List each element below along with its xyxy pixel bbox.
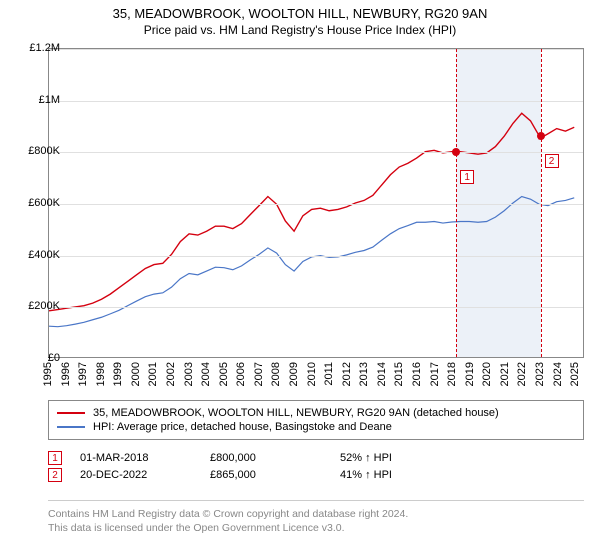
- legend-label: 35, MEADOWBROOK, WOOLTON HILL, NEWBURY, …: [93, 407, 499, 419]
- footnote-line: Contains HM Land Registry data © Crown c…: [48, 507, 584, 521]
- legend-row: HPI: Average price, detached house, Basi…: [57, 421, 575, 433]
- marker-dot: [537, 132, 545, 140]
- x-tick-label: 2021: [499, 362, 511, 386]
- marker-number-box: 1: [460, 170, 474, 184]
- y-tick-label: £0: [20, 352, 60, 364]
- y-tick-label: £800K: [20, 145, 60, 157]
- x-tick-label: 2007: [253, 362, 265, 386]
- marker-dot: [452, 148, 460, 156]
- x-tick-label: 2001: [147, 362, 159, 386]
- x-tick-label: 2011: [323, 362, 335, 386]
- event-date: 01-MAR-2018: [80, 452, 210, 464]
- event-marker-box: 1: [48, 451, 62, 465]
- x-tick-label: 2006: [235, 362, 247, 386]
- x-tick-label: 2009: [288, 362, 300, 386]
- x-tick-label: 1995: [42, 362, 54, 386]
- marker-number-box: 2: [545, 154, 559, 168]
- x-tick-label: 2015: [393, 362, 405, 386]
- marker-vline: [456, 49, 457, 357]
- chart-subtitle: Price paid vs. HM Land Registry's House …: [0, 23, 600, 37]
- x-tick-label: 2016: [411, 362, 423, 386]
- x-tick-label: 2003: [183, 362, 195, 386]
- grid-line: [49, 152, 583, 153]
- chart-container: 35, MEADOWBROOK, WOOLTON HILL, NEWBURY, …: [0, 0, 600, 560]
- grid-line: [49, 307, 583, 308]
- x-tick-label: 1998: [95, 362, 107, 386]
- x-tick-label: 2004: [200, 362, 212, 386]
- x-tick-label: 2000: [130, 362, 142, 386]
- footnote: Contains HM Land Registry data © Crown c…: [48, 500, 584, 535]
- x-tick-label: 2019: [464, 362, 476, 386]
- footnote-line: This data is licensed under the Open Gov…: [48, 521, 584, 535]
- x-tick-label: 2017: [429, 362, 441, 386]
- grid-line: [49, 204, 583, 205]
- grid-line: [49, 49, 583, 50]
- x-tick-label: 2022: [516, 362, 528, 386]
- chart-title: 35, MEADOWBROOK, WOOLTON HILL, NEWBURY, …: [0, 6, 600, 21]
- event-table: 1 01-MAR-2018 £800,000 52% ↑ HPI 2 20-DE…: [48, 448, 470, 485]
- series-line: [49, 113, 574, 311]
- x-tick-label: 2005: [218, 362, 230, 386]
- event-price: £865,000: [210, 469, 340, 481]
- legend-swatch: [57, 412, 85, 414]
- y-tick-label: £400K: [20, 249, 60, 261]
- title-block: 35, MEADOWBROOK, WOOLTON HILL, NEWBURY, …: [0, 0, 600, 37]
- x-tick-label: 2020: [481, 362, 493, 386]
- event-price: £800,000: [210, 452, 340, 464]
- x-tick-label: 2002: [165, 362, 177, 386]
- x-tick-label: 2018: [446, 362, 458, 386]
- x-tick-label: 2014: [376, 362, 388, 386]
- event-date: 20-DEC-2022: [80, 469, 210, 481]
- x-tick-label: 2024: [552, 362, 564, 386]
- grid-line: [49, 101, 583, 102]
- x-tick-label: 2008: [270, 362, 282, 386]
- event-pct: 52% ↑ HPI: [340, 452, 470, 464]
- event-pct: 41% ↑ HPI: [340, 469, 470, 481]
- x-tick-label: 2010: [306, 362, 318, 386]
- event-row: 1 01-MAR-2018 £800,000 52% ↑ HPI: [48, 451, 470, 465]
- event-row: 2 20-DEC-2022 £865,000 41% ↑ HPI: [48, 468, 470, 482]
- x-tick-label: 2013: [358, 362, 370, 386]
- marker-vline: [541, 49, 542, 357]
- legend-swatch: [57, 426, 85, 428]
- line-series-svg: [49, 49, 583, 357]
- x-tick-label: 2023: [534, 362, 546, 386]
- y-tick-label: £200K: [20, 300, 60, 312]
- event-marker-box: 2: [48, 468, 62, 482]
- x-tick-label: 1997: [77, 362, 89, 386]
- legend: 35, MEADOWBROOK, WOOLTON HILL, NEWBURY, …: [48, 400, 584, 440]
- y-tick-label: £1M: [20, 94, 60, 106]
- y-tick-label: £600K: [20, 197, 60, 209]
- x-tick-label: 2025: [569, 362, 581, 386]
- legend-row: 35, MEADOWBROOK, WOOLTON HILL, NEWBURY, …: [57, 407, 575, 419]
- legend-label: HPI: Average price, detached house, Basi…: [93, 421, 392, 433]
- x-tick-label: 2012: [341, 362, 353, 386]
- x-tick-label: 1999: [112, 362, 124, 386]
- y-tick-label: £1.2M: [20, 42, 60, 54]
- x-tick-label: 1996: [60, 362, 72, 386]
- plot-area: 12: [48, 48, 584, 358]
- grid-line: [49, 256, 583, 257]
